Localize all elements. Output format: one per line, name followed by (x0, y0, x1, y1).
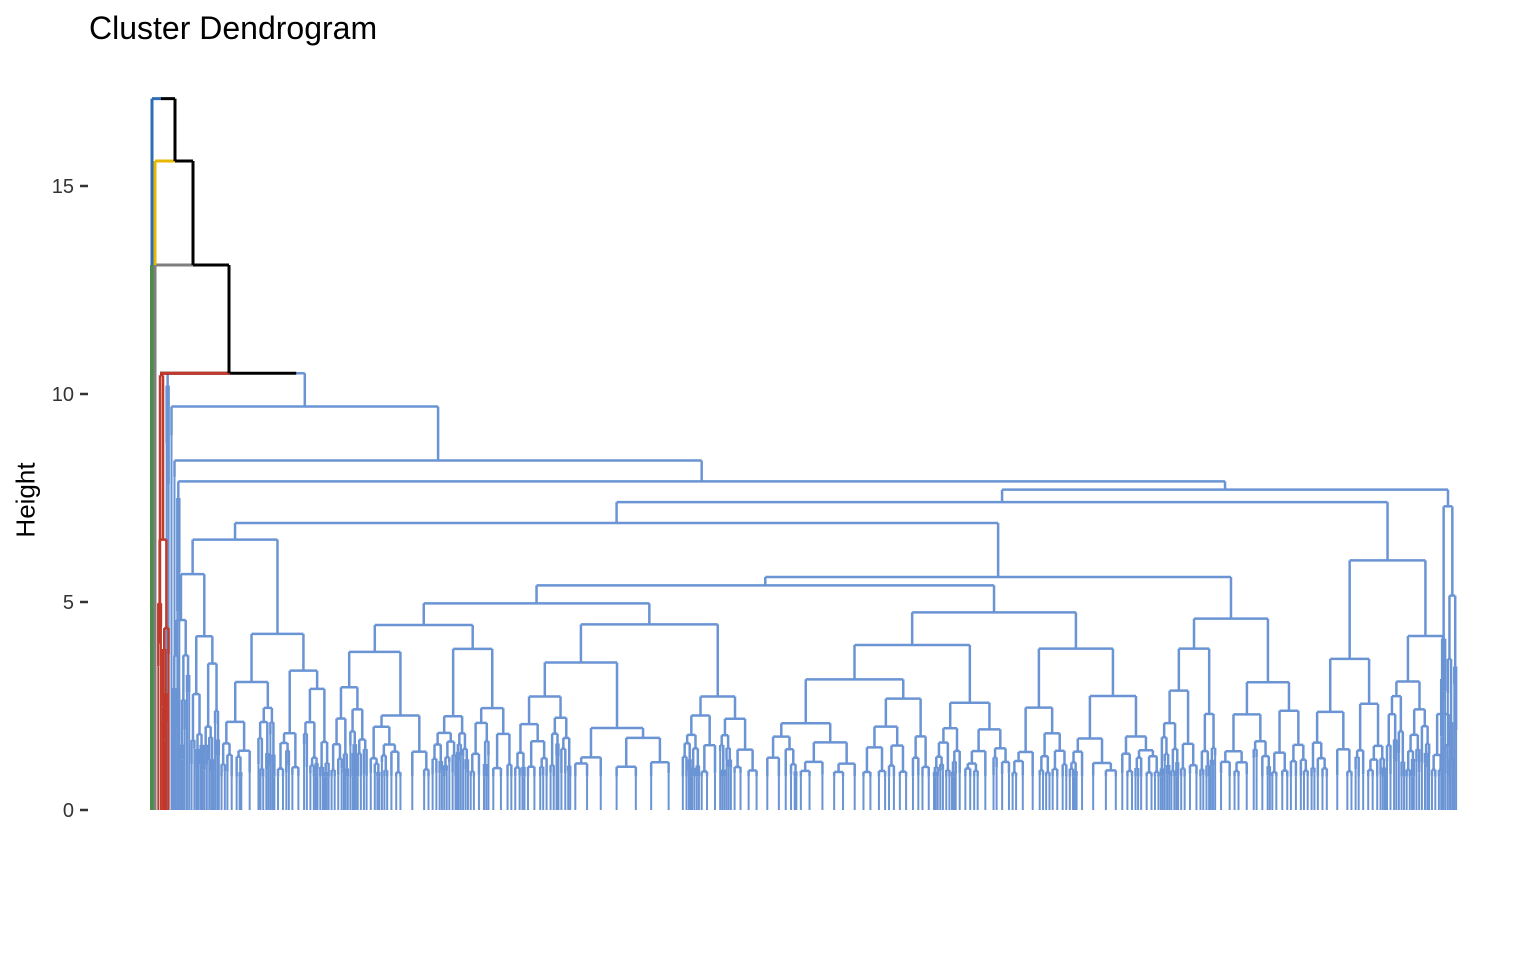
y-tick-label: 5 (63, 592, 74, 614)
y-tick-label: 15 (52, 176, 74, 198)
y-tick-label: 0 (63, 800, 74, 822)
y-axis: 0 5 10 15 (52, 176, 88, 822)
y-tick-label: 10 (52, 384, 74, 406)
chart-title: Cluster Dendrogram (89, 10, 378, 46)
dendrogram-links (150, 97, 1458, 810)
